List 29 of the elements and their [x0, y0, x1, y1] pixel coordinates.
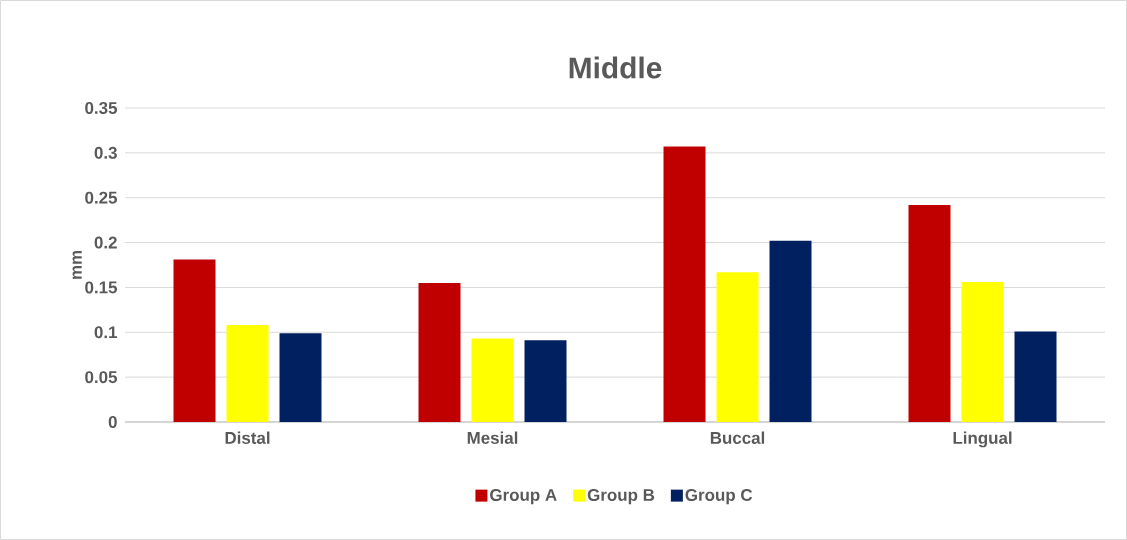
y-tick-label: 0 — [108, 415, 117, 428]
legend-label: Group B — [587, 488, 655, 505]
bar — [524, 340, 567, 422]
x-tick-label: Mesial — [467, 431, 518, 444]
bar — [418, 282, 461, 422]
bar — [961, 282, 1004, 422]
bar — [279, 333, 322, 422]
y-axis-title: mm — [72, 250, 82, 279]
chart-title: Middle — [569, 56, 662, 79]
y-tick-label: 0.15 — [85, 281, 118, 294]
y-tick-label: 0.25 — [85, 191, 118, 204]
bar — [226, 325, 269, 422]
bar — [173, 259, 216, 422]
legend-label: Group A — [490, 488, 557, 505]
x-tick-label: Buccal — [710, 431, 765, 444]
y-tick-label: 0.3 — [94, 146, 117, 159]
y-tick-label: 0.1 — [94, 326, 118, 339]
bar — [1014, 331, 1057, 422]
y-tick-label: 0.2 — [94, 236, 117, 249]
bar — [769, 240, 812, 422]
y-tick-label: 0.05 — [85, 371, 118, 384]
bar — [716, 272, 759, 422]
bar — [908, 204, 951, 422]
bar — [471, 338, 514, 422]
x-tick-label: Distal — [225, 431, 270, 444]
bar — [663, 146, 706, 422]
x-tick-label: Lingual — [953, 431, 1012, 448]
y-tick-label: 0.35 — [85, 101, 118, 114]
legend-label: Group C — [685, 488, 753, 505]
